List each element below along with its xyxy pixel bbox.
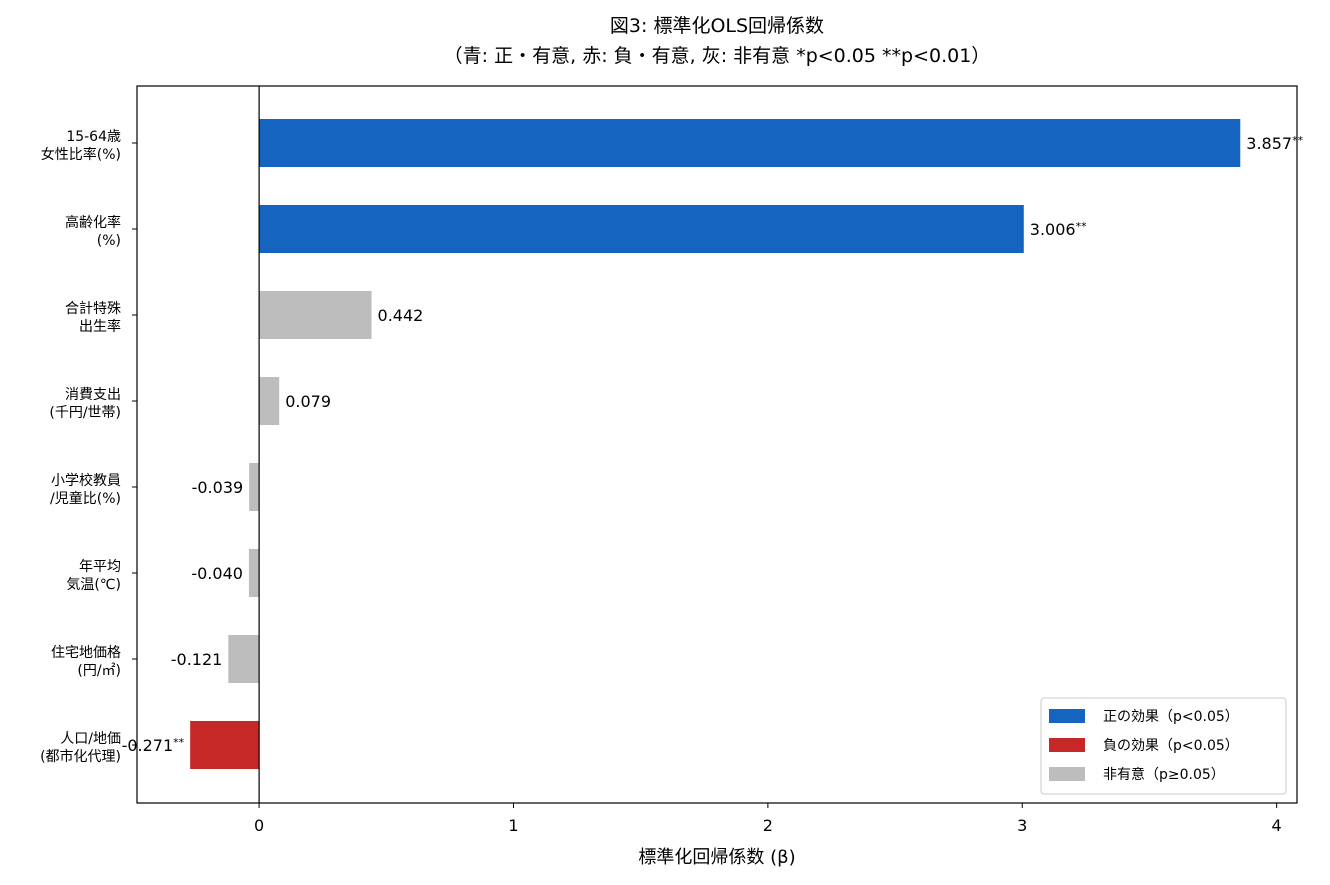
bar <box>249 463 260 511</box>
category-label: /児童比(%) <box>50 490 121 507</box>
value-label: 0.079 <box>285 392 331 411</box>
bar <box>190 721 260 769</box>
value-label: -0.039 <box>192 478 244 497</box>
bar <box>259 205 1024 253</box>
plot-frame <box>136 85 1298 804</box>
chart-subtitle: （青: 正・有意, 赤: 負・有意, 灰: 非有意 *p<0.05 **p<0.… <box>444 45 991 67</box>
x-tick-label: 3 <box>1017 816 1027 835</box>
bar <box>228 635 260 683</box>
x-tick-label: 1 <box>508 816 518 835</box>
category-label: 15-64歳 <box>66 129 121 145</box>
significance-mark: ** <box>1292 134 1304 147</box>
bar <box>248 549 260 597</box>
legend-box <box>1040 697 1287 795</box>
category-label: (千円/世帯) <box>49 405 121 421</box>
legend-swatch <box>1049 738 1085 752</box>
value-label: 3.006** <box>1030 220 1087 239</box>
x-tick-label: 4 <box>1272 816 1282 835</box>
legend-swatch <box>1049 767 1085 781</box>
chart-title: 図3: 標準化OLS回帰係数 <box>610 15 824 37</box>
category-label: 女性比率(%) <box>41 146 121 163</box>
legend-entry: 負の効果（p<0.05） <box>1103 738 1239 754</box>
x-tick-label: 0 <box>254 816 264 835</box>
x-axis-label: 標準化回帰係数 (β) <box>638 847 795 868</box>
bar <box>259 377 280 425</box>
value-number: 0.079 <box>285 392 331 411</box>
x-axis: 0 1 2 3 4 <box>254 803 1282 835</box>
legend-swatch <box>1049 709 1085 723</box>
significance-mark: ** <box>173 736 185 749</box>
category-label: 気温(℃) <box>66 577 121 593</box>
bars-layer: 3.857**3.006**0.4420.079-0.039-0.040-0.1… <box>122 119 1304 769</box>
bar <box>259 119 1241 167</box>
value-label: 0.442 <box>378 306 424 325</box>
category-label: (都市化代理) <box>40 748 121 765</box>
value-number: -0.039 <box>192 478 244 497</box>
value-number: -0.040 <box>191 564 243 583</box>
value-label: -0.121 <box>171 650 223 669</box>
category-label: 年平均 <box>79 559 121 575</box>
significance-mark: ** <box>1076 220 1088 233</box>
category-label: (円/㎡) <box>77 663 121 679</box>
category-label: 小学校教員 <box>51 472 121 489</box>
value-number: 3.006 <box>1030 220 1076 239</box>
legend-entry: 正の効果（p<0.05） <box>1103 709 1239 725</box>
category-label: 消費支出 <box>65 387 121 403</box>
category-label: 高齢化率 <box>65 214 121 231</box>
legend-entry: 非有意（p≥0.05） <box>1103 766 1225 783</box>
category-label: 住宅地価格 <box>51 645 121 661</box>
category-label: 合計特殊 <box>65 301 121 317</box>
category-label: 人口/地価 <box>60 731 121 747</box>
bar <box>259 291 372 339</box>
x-tick-label: 2 <box>763 816 773 835</box>
legend: 正の効果（p<0.05） 負の効果（p<0.05） 非有意（p≥0.05） <box>1040 697 1287 795</box>
value-label: -0.271** <box>122 736 185 755</box>
value-number: 0.442 <box>378 306 424 325</box>
value-label: 3.857** <box>1246 134 1303 153</box>
category-label: (%) <box>97 233 121 249</box>
value-number: -0.271 <box>122 736 174 755</box>
value-number: 3.857 <box>1246 134 1292 153</box>
value-number: -0.121 <box>171 650 223 669</box>
value-label: -0.040 <box>191 564 243 583</box>
category-label: 出生率 <box>79 318 121 335</box>
